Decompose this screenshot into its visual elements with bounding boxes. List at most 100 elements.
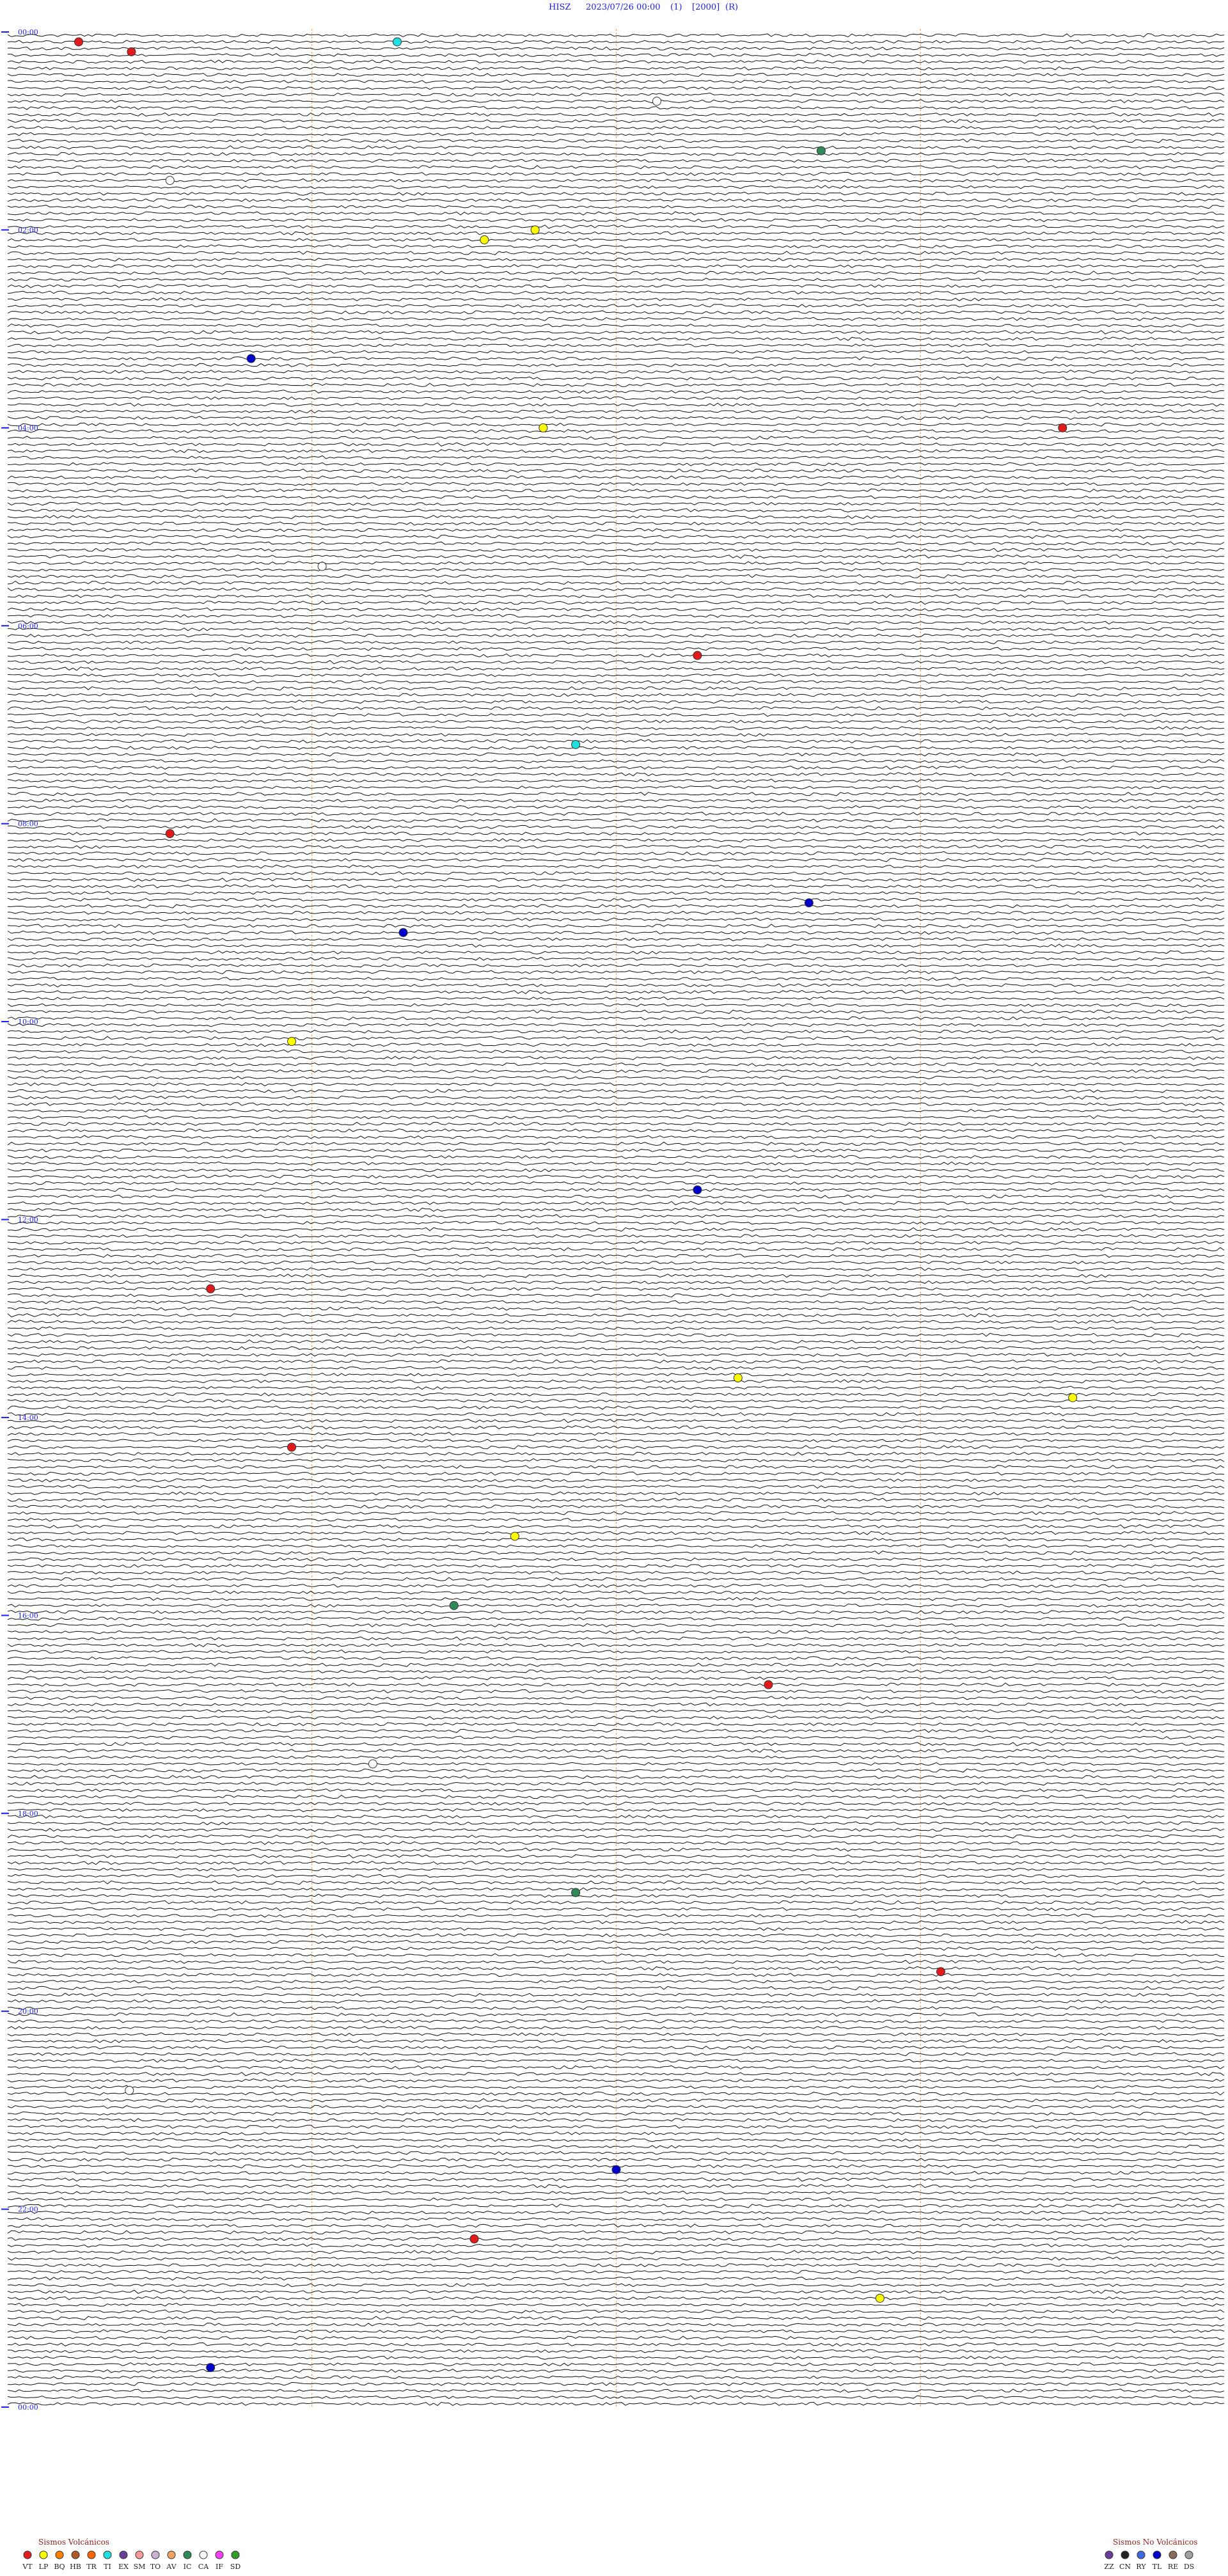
event-marker-ti (392, 37, 402, 47)
trace-row (7, 785, 1225, 789)
trace-row (7, 1630, 1225, 1634)
trace-row (7, 1860, 1225, 1865)
event-marker-ic (816, 146, 826, 155)
trace-row (7, 838, 1225, 842)
hour-label: 22:00 (18, 2206, 38, 2214)
trace-row (7, 1043, 1225, 1047)
trace-row (7, 910, 1225, 915)
trace-row (7, 1352, 1225, 1357)
trace-row (7, 495, 1225, 500)
trace-row (7, 1372, 1225, 1377)
trace-row (7, 1821, 1225, 1826)
trace-row (7, 310, 1225, 315)
trace-row (7, 1438, 1225, 1443)
trace-row (7, 2250, 1225, 2254)
legend-non-volcanic-swatch-zz (1105, 2550, 1114, 2559)
trace-row (7, 1682, 1225, 1687)
trace-row (7, 1847, 1225, 1852)
trace-row (7, 548, 1225, 552)
trace-row (7, 1953, 1225, 1957)
trace-row (7, 2158, 1225, 2162)
trace-row (7, 2151, 1225, 2156)
event-marker-vt (469, 2234, 479, 2243)
trace-row (7, 627, 1225, 631)
event-marker-ic (571, 1888, 581, 1897)
trace-row (7, 739, 1225, 743)
legend-non-volcanic-code-cn: CN (1119, 2563, 1131, 2571)
trace-row (7, 277, 1225, 281)
trace-row (8, 1524, 1225, 1529)
trace-row (7, 1722, 1225, 1727)
trace-row (7, 1689, 1225, 1694)
trace-row (7, 1947, 1225, 1951)
trace-row (7, 1999, 1225, 2003)
trace-row (7, 231, 1225, 235)
trace-row (7, 667, 1225, 671)
trace-row (7, 237, 1225, 242)
trace-row (7, 383, 1225, 388)
trace-row (7, 1379, 1225, 1384)
trace-row (7, 99, 1225, 104)
trace-row (7, 2204, 1225, 2208)
trace-row (7, 937, 1225, 942)
trace-row (7, 878, 1225, 882)
trace-row (8, 2349, 1225, 2353)
trace-row (7, 2091, 1225, 2096)
trace-row (7, 1880, 1225, 1885)
legend-non-volcanic-items: ZZ CN RY TL RE DS (1104, 2550, 1194, 2571)
trace-row (7, 594, 1225, 598)
trace-row (7, 613, 1225, 618)
trace-row (7, 1075, 1225, 1080)
trace-row (7, 2012, 1225, 2017)
trace-row (7, 699, 1224, 704)
trace-row (7, 1240, 1225, 1245)
trace-row (7, 1332, 1225, 1338)
trace-row (7, 2190, 1224, 2195)
trace-row (7, 825, 1225, 830)
trace-row (7, 561, 1225, 565)
trace-row (7, 1115, 1225, 1119)
trace-row (7, 1768, 1225, 1773)
trace-row (7, 812, 1225, 816)
trace-row (7, 1583, 1225, 1588)
trace-row (7, 343, 1225, 347)
trace-row (7, 990, 1225, 995)
hour-label: 04:00 (18, 424, 38, 432)
trace-row (7, 1531, 1225, 1535)
trace-row (7, 284, 1225, 288)
trace-row (7, 1544, 1225, 1548)
legend-volcanic-code-ca: CA (198, 2563, 209, 2571)
trace-row (7, 956, 1225, 961)
event-marker-vt (936, 1967, 945, 1977)
trace-row (7, 2289, 1225, 2294)
trace-row (7, 2197, 1225, 2202)
trace-row (7, 218, 1225, 223)
trace-row (7, 534, 1225, 539)
trace-row (7, 725, 1225, 731)
trace-row (7, 1504, 1225, 1509)
trace-row (7, 1966, 1225, 1971)
trace-row (7, 86, 1225, 90)
trace-row (7, 1181, 1225, 1185)
trace-row (7, 864, 1225, 869)
legend-volcanic-swatch-bq (55, 2550, 64, 2559)
trace-row (7, 778, 1225, 783)
event-marker-vt (165, 829, 175, 839)
trace-row (7, 2224, 1225, 2228)
event-marker-vt (206, 1284, 216, 1293)
legend-volcanic-swatch-vt (23, 2550, 32, 2559)
trace-row (7, 317, 1225, 321)
event-marker-lp (733, 1373, 743, 1383)
trace-row (7, 416, 1225, 420)
trace-row (7, 633, 1225, 638)
trace-row (7, 1471, 1225, 1476)
trace-row (7, 1854, 1225, 1859)
trace-row (7, 580, 1225, 585)
trace-row (7, 2131, 1225, 2136)
trace-row (7, 1959, 1225, 1964)
legend-volcanic-swatch-ic (183, 2550, 192, 2559)
trace-row (7, 303, 1225, 308)
trace-row (7, 1563, 1225, 1569)
trace-row (7, 1670, 1225, 1674)
trace-row (7, 436, 1225, 440)
